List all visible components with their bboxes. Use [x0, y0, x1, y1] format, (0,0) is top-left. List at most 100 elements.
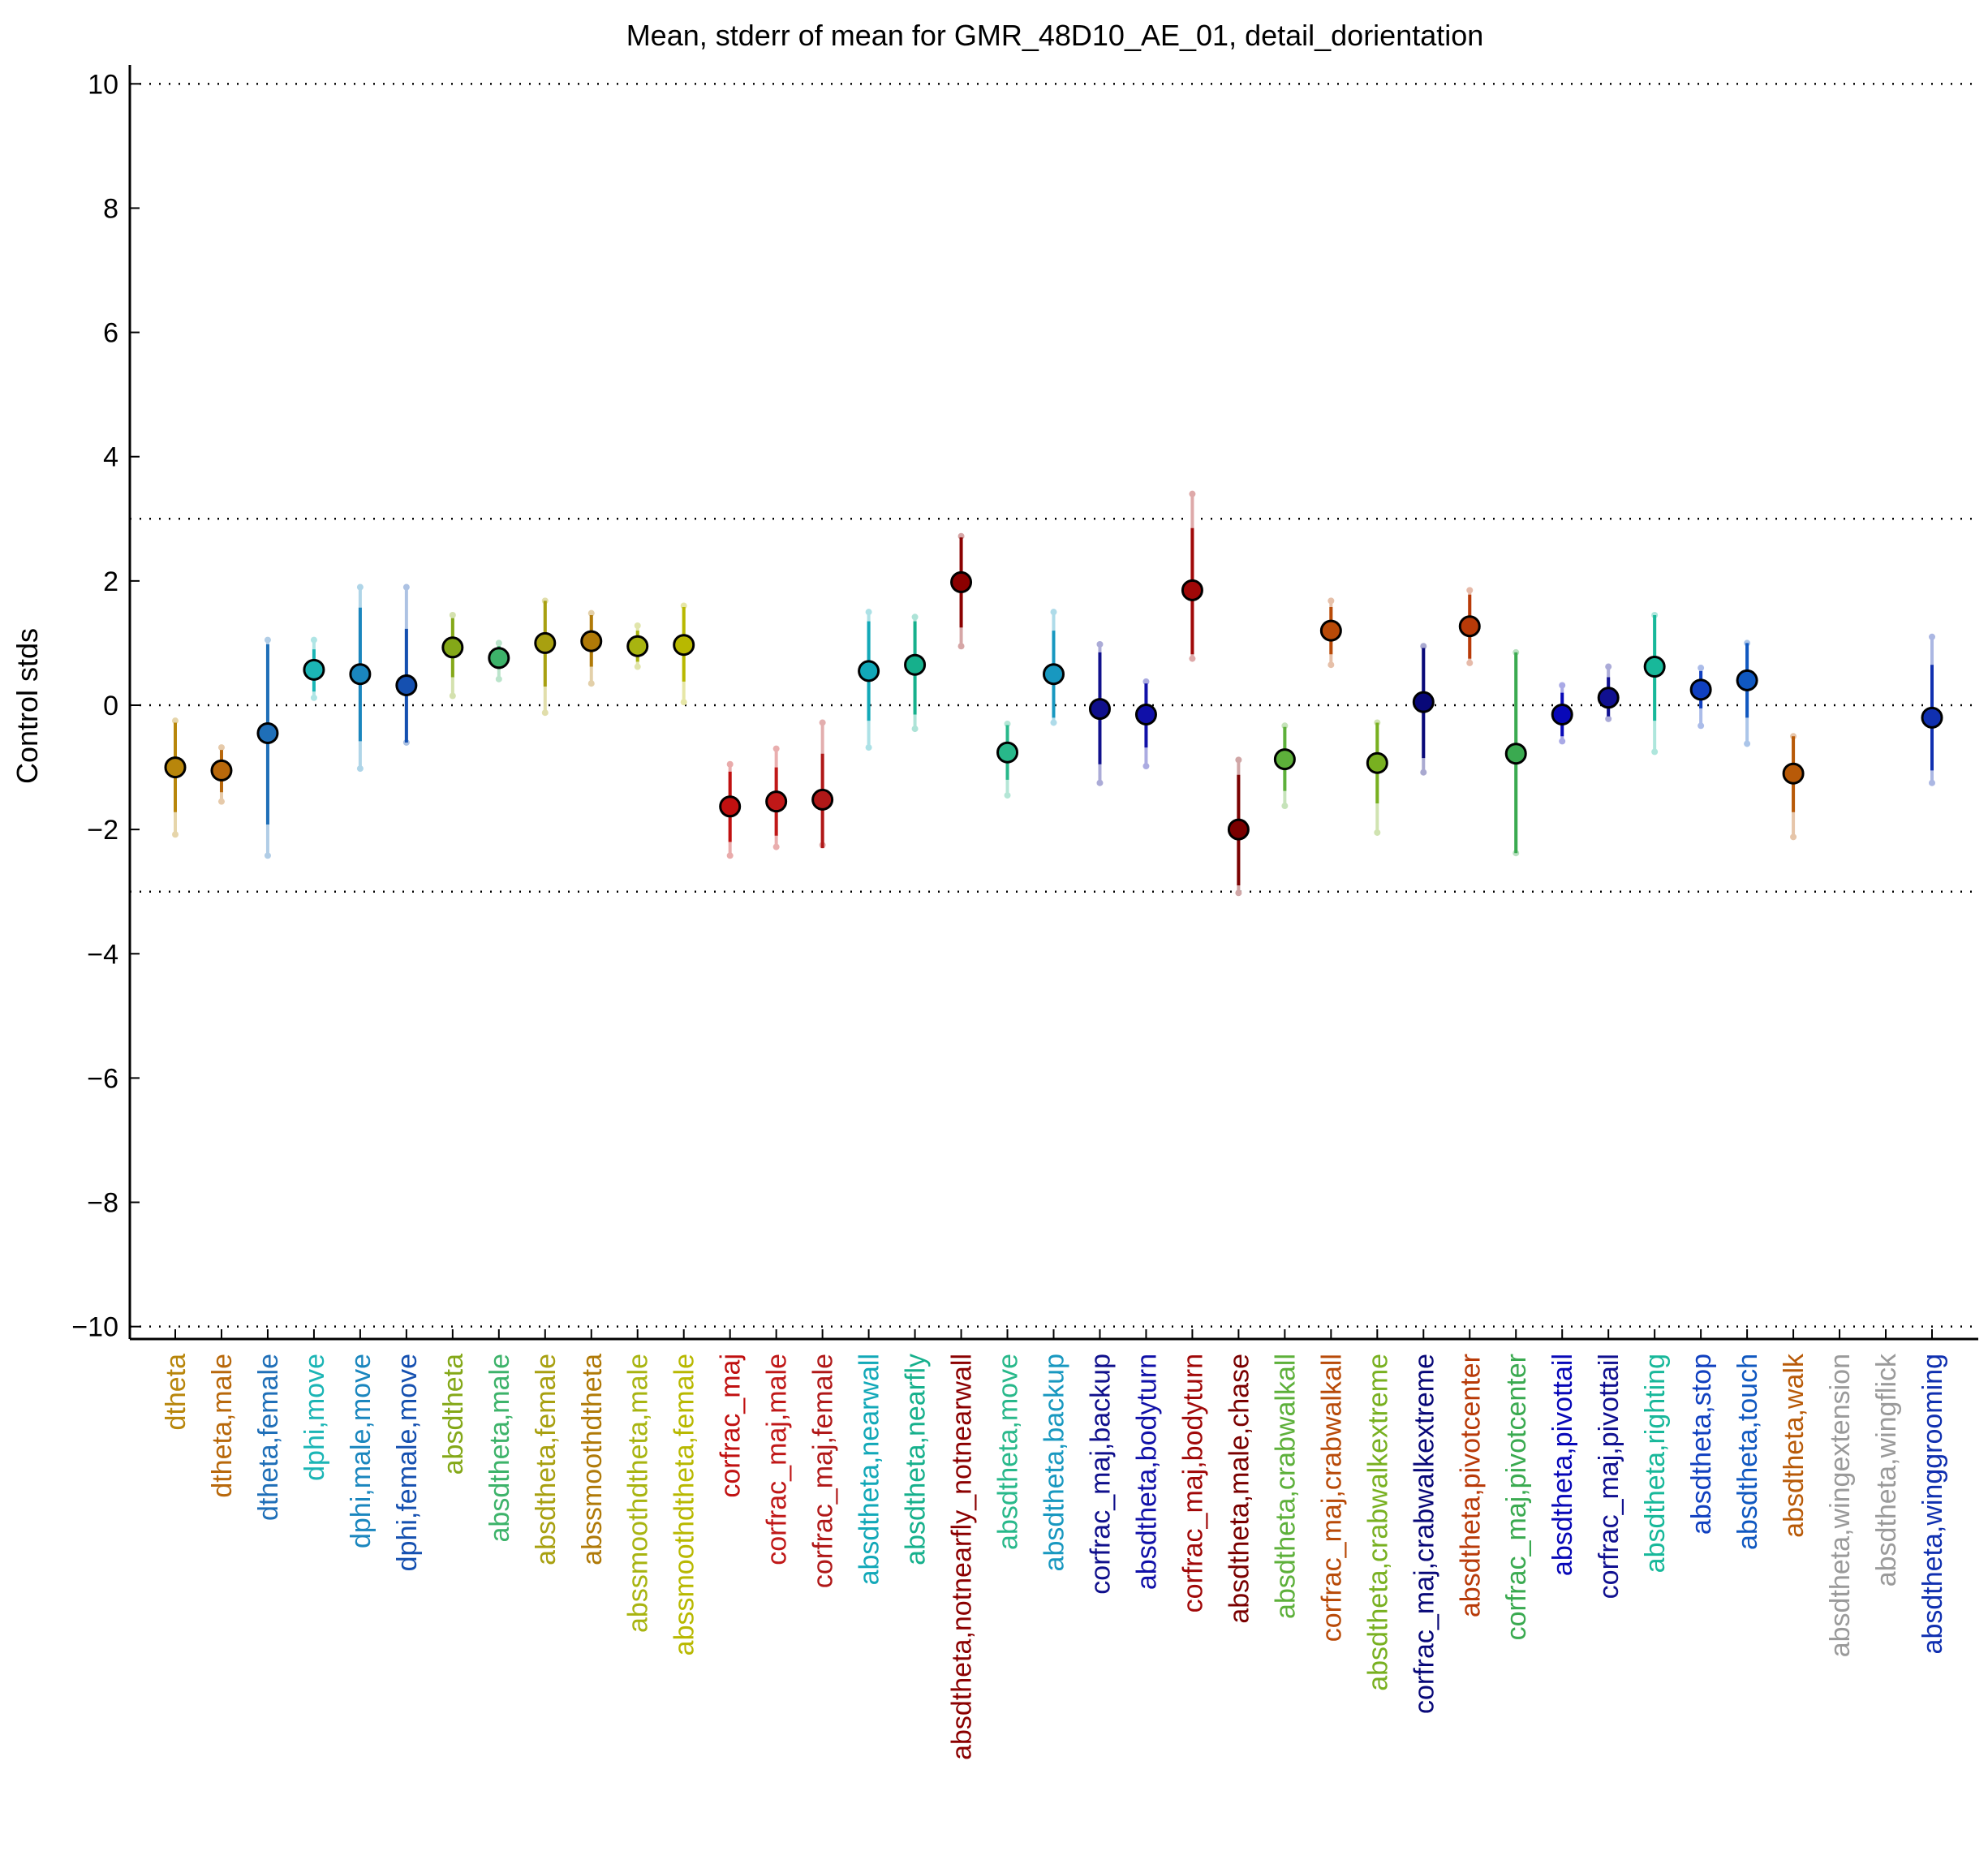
range-low-dot	[1050, 719, 1057, 726]
x-tick-label: absdtheta,male	[484, 1354, 515, 1543]
mean-point	[950, 570, 973, 593]
range-low-dot	[587, 680, 595, 687]
data-point-group	[1273, 722, 1296, 810]
y-tick-label: 8	[103, 193, 118, 224]
range-high-dot	[1189, 490, 1196, 497]
x-tick-label: dtheta,male	[207, 1354, 238, 1498]
data-point-group	[1597, 663, 1620, 722]
mean-point	[1412, 691, 1435, 713]
range-high-dot	[310, 636, 317, 644]
mean-point	[626, 635, 649, 657]
data-point-group	[164, 717, 187, 838]
y-tick-label: 10	[88, 69, 118, 100]
mean-point	[719, 795, 742, 818]
mean-point	[904, 653, 927, 676]
range-low-dot	[1004, 792, 1011, 799]
x-tick-label: absdtheta,touch	[1732, 1354, 1763, 1550]
x-tick-label: abssmoothdtheta	[577, 1354, 608, 1565]
data-point-group	[1412, 643, 1435, 776]
x-tick-label: absdtheta,move	[993, 1354, 1024, 1550]
range-low-dot	[1466, 659, 1474, 666]
range-low-dot	[1096, 779, 1104, 786]
x-tick-label: corfrac_maj	[716, 1354, 747, 1498]
range-high-dot	[217, 744, 225, 751]
data-point-group	[1088, 640, 1111, 786]
mean-point	[1458, 615, 1481, 638]
range-low-dot	[495, 675, 502, 682]
mean-point	[534, 631, 557, 654]
range-low-dot	[911, 725, 919, 733]
x-tick-label: corfrac_maj,female	[808, 1354, 839, 1588]
range-low-dot	[1374, 829, 1381, 836]
data-point-group	[256, 636, 279, 859]
range-low-dot	[1651, 748, 1659, 756]
data-point-group	[488, 639, 510, 682]
range-low-dot	[1744, 740, 1751, 747]
range-high-dot	[449, 611, 456, 618]
y-tick-label: 0	[103, 691, 118, 721]
mean-point	[164, 756, 187, 779]
x-tick-label: corfrac_maj,bodyturn	[1177, 1354, 1208, 1612]
data-point-group	[1689, 665, 1712, 730]
range-high-dot	[634, 622, 641, 629]
range-low-dot	[217, 798, 225, 805]
range-high-dot	[1929, 633, 1935, 640]
range-high-dot	[911, 614, 919, 621]
mean-point	[1088, 698, 1111, 721]
range-high-dot	[1605, 663, 1612, 670]
mean-point	[1736, 669, 1758, 691]
data-point-group	[395, 583, 418, 746]
x-tick-label: corfrac_maj,backup	[1085, 1354, 1116, 1595]
mean-point	[1134, 703, 1157, 725]
range-low-dot	[1235, 889, 1242, 897]
x-tick-label: absdtheta	[438, 1354, 469, 1475]
mean-point	[580, 630, 603, 652]
data-point-group	[811, 719, 834, 849]
range-low-dot	[1189, 655, 1196, 662]
range-low-dot	[264, 852, 271, 859]
data-point-group	[349, 583, 372, 773]
mean-point	[349, 663, 372, 686]
data-point-group	[1319, 597, 1342, 669]
range-high-dot	[172, 717, 179, 725]
data-point-group	[626, 622, 649, 670]
y-tick-label: 4	[103, 442, 118, 473]
range-low-dot	[957, 643, 965, 650]
range-high-dot	[772, 745, 780, 752]
mean-point	[1227, 818, 1250, 841]
range-low-dot	[1929, 779, 1935, 786]
range-low-dot	[449, 692, 456, 700]
range-low-dot	[865, 744, 872, 751]
range-low-dot	[1327, 661, 1335, 669]
range-high-dot	[1466, 587, 1474, 594]
data-point-group	[858, 609, 880, 751]
range-high-dot	[1142, 678, 1150, 685]
y-tick-label: −6	[87, 1063, 118, 1094]
data-point-group	[210, 744, 233, 805]
x-tick-label: absdtheta,pivotcenter	[1455, 1354, 1486, 1617]
mean-point	[1366, 751, 1388, 774]
range-high-dot	[495, 639, 502, 647]
x-tick-label: corfrac_maj,pivotcenter	[1501, 1354, 1532, 1640]
axes-frame	[128, 65, 1978, 1341]
range-low-dot	[541, 709, 549, 717]
range-low-dot	[172, 831, 179, 838]
mean-point	[303, 658, 325, 681]
x-tick-label: absdtheta,walk	[1779, 1353, 1809, 1538]
x-tick-label: corfrac_maj,crabwalkall	[1316, 1354, 1347, 1642]
range-high-dot	[587, 609, 595, 617]
range-low-dot	[310, 694, 317, 701]
x-tick-label: dphi,move	[299, 1354, 330, 1481]
y-axis-label: Control stds	[11, 628, 44, 784]
data-point-group	[673, 602, 695, 706]
y-tick-label: −8	[87, 1188, 118, 1219]
range-high-dot	[1050, 609, 1057, 616]
range-high-dot	[726, 760, 734, 768]
range-high-dot	[819, 719, 826, 726]
data-point-group	[996, 720, 1019, 799]
mean-point	[765, 790, 788, 813]
y-axis: 10 8 6 4 2 0 −2 −4 −6 −8 −10	[71, 69, 140, 1343]
range-low-dot	[1281, 803, 1289, 810]
range-high-dot	[1698, 665, 1705, 672]
x-tick-label: absdtheta,stop	[1686, 1354, 1717, 1535]
